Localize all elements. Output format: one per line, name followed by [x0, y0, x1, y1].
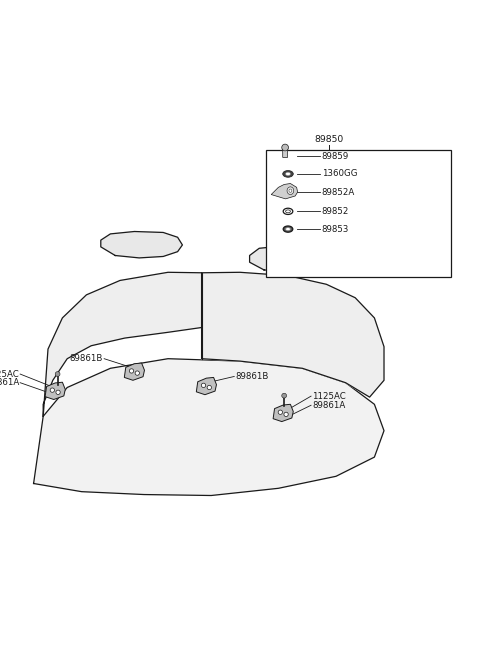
- Polygon shape: [101, 231, 182, 258]
- Ellipse shape: [286, 172, 290, 176]
- Ellipse shape: [289, 189, 292, 193]
- Text: 89861B: 89861B: [70, 354, 103, 364]
- FancyBboxPatch shape: [283, 148, 288, 158]
- Text: 89861A: 89861A: [0, 378, 19, 387]
- Text: 89861A: 89861A: [312, 401, 345, 410]
- Ellipse shape: [283, 170, 293, 178]
- Circle shape: [284, 412, 288, 417]
- Text: 89859: 89859: [322, 152, 349, 160]
- Circle shape: [135, 371, 140, 375]
- Polygon shape: [34, 359, 384, 495]
- Polygon shape: [43, 272, 202, 417]
- Text: 1125AC: 1125AC: [312, 392, 346, 401]
- Text: 89850: 89850: [314, 135, 343, 144]
- Polygon shape: [45, 383, 65, 400]
- Text: 89852: 89852: [322, 207, 349, 216]
- Circle shape: [278, 410, 282, 415]
- Text: 89861B: 89861B: [235, 372, 269, 381]
- Text: 89853: 89853: [322, 225, 349, 234]
- Polygon shape: [196, 377, 216, 395]
- Text: 1360GG: 1360GG: [322, 170, 357, 178]
- Circle shape: [282, 393, 287, 398]
- Ellipse shape: [286, 210, 290, 213]
- Polygon shape: [273, 404, 293, 422]
- Bar: [266, 150, 451, 277]
- Circle shape: [282, 144, 288, 151]
- Circle shape: [130, 369, 133, 373]
- Ellipse shape: [287, 187, 294, 195]
- Polygon shape: [202, 272, 384, 397]
- Circle shape: [55, 371, 60, 377]
- Polygon shape: [124, 363, 144, 381]
- Ellipse shape: [283, 208, 293, 214]
- Text: 1125AC: 1125AC: [0, 369, 19, 379]
- Text: 89852A: 89852A: [322, 187, 355, 196]
- Polygon shape: [271, 183, 298, 199]
- Polygon shape: [250, 246, 331, 272]
- Circle shape: [56, 390, 60, 394]
- Ellipse shape: [286, 228, 290, 231]
- Circle shape: [202, 383, 205, 388]
- Ellipse shape: [283, 226, 293, 233]
- Circle shape: [207, 385, 211, 390]
- Circle shape: [50, 388, 54, 392]
